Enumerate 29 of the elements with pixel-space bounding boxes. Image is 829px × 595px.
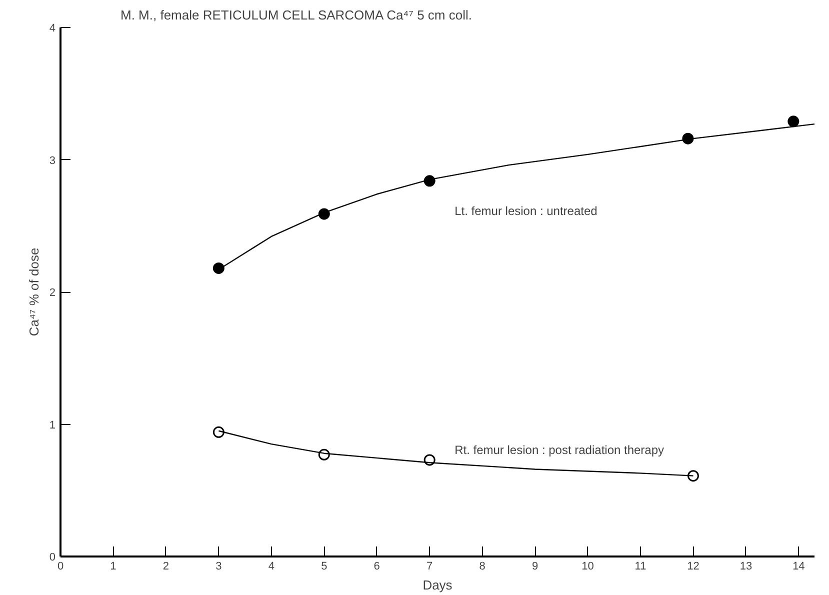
x-tick-label: 2 bbox=[162, 560, 170, 572]
point bbox=[212, 426, 224, 438]
x-tick-label: 14 bbox=[792, 560, 805, 572]
chart-title: M. M., female RETICULUM CELL SARCOMA Ca⁴⁷ 5 cm coll. bbox=[120, 8, 472, 22]
y-tick-label: 4 bbox=[49, 22, 56, 34]
y-tick-label: 1 bbox=[49, 419, 56, 432]
y-axis-title: Ca⁴⁷ % of dose bbox=[26, 248, 42, 336]
x-tick-label: 5 bbox=[321, 560, 328, 572]
x-tick-label: 11 bbox=[634, 560, 646, 572]
x-axis-title: Days bbox=[422, 578, 453, 592]
x-tick-label: 4 bbox=[268, 560, 274, 572]
y-tick-label: 2 bbox=[49, 287, 56, 299]
y-tick-label: 0 bbox=[49, 552, 56, 564]
point bbox=[788, 116, 800, 128]
x-tick-label: 0 bbox=[57, 560, 64, 572]
x-tick-label: 10 bbox=[582, 560, 594, 572]
annotation: Lt. femur lesion : untreated bbox=[454, 204, 598, 218]
x-tick-label: 13 bbox=[740, 560, 752, 572]
x-tick-label: 1 bbox=[110, 560, 116, 572]
x-tick-label: 9 bbox=[532, 560, 538, 572]
annotation: Rt. femur lesion : post radiation therapy bbox=[454, 442, 664, 457]
x-tick-label: 7 bbox=[426, 560, 433, 572]
point bbox=[212, 262, 224, 274]
y-tick-label: 3 bbox=[49, 154, 56, 167]
x-tick-label: 12 bbox=[687, 560, 700, 572]
x-tick-label: 6 bbox=[374, 560, 380, 572]
point bbox=[687, 470, 699, 482]
x-tick-label: 3 bbox=[216, 560, 222, 572]
x-tick-label: 8 bbox=[479, 560, 486, 572]
